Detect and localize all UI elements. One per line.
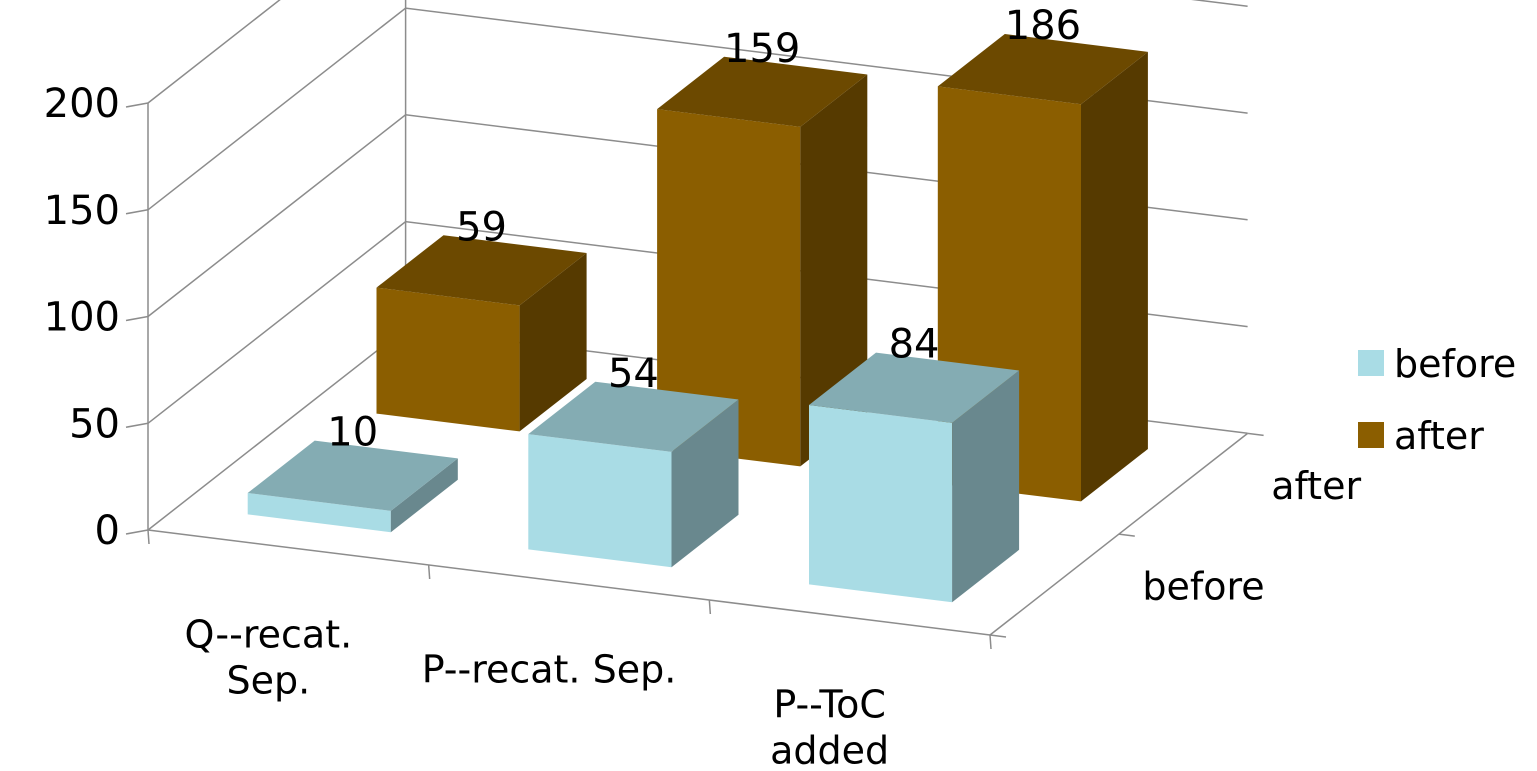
legend: before after bbox=[1358, 342, 1516, 458]
bar-before-0 bbox=[247, 440, 458, 533]
bar-side bbox=[671, 399, 739, 568]
bar-after-1 bbox=[657, 56, 868, 467]
bars bbox=[247, 34, 1148, 603]
y-tick bbox=[125, 422, 149, 428]
data-label: 84 bbox=[889, 322, 940, 368]
legend-label: before bbox=[1394, 342, 1516, 386]
depth-tick-label: before bbox=[1142, 565, 1264, 609]
legend-label: after bbox=[1394, 414, 1484, 458]
legend-swatch bbox=[1358, 422, 1384, 448]
y-tick-label: 150 bbox=[44, 188, 120, 234]
x-tick bbox=[427, 564, 431, 580]
bar-front bbox=[528, 434, 672, 568]
bar-front bbox=[376, 287, 520, 432]
bar-top bbox=[809, 352, 1020, 423]
bar-side bbox=[952, 370, 1020, 603]
x-tick-label: P--ToC added bbox=[770, 683, 889, 771]
data-label: 159 bbox=[724, 26, 800, 72]
depth-tick bbox=[1118, 533, 1135, 537]
data-label: 59 bbox=[456, 204, 507, 250]
bar-front bbox=[657, 109, 801, 467]
bar-top bbox=[937, 34, 1148, 105]
bar-side bbox=[519, 253, 587, 432]
bar-side bbox=[1081, 51, 1148, 502]
y-tick-label: 100 bbox=[44, 295, 120, 341]
depth-tick bbox=[989, 634, 1007, 638]
y-tick-label: 200 bbox=[44, 81, 120, 127]
x-tick bbox=[989, 634, 992, 650]
bar-front bbox=[809, 405, 953, 603]
bar-side bbox=[390, 458, 458, 533]
y-tick-label: 0 bbox=[95, 508, 120, 554]
x-tick-label: P--recat. Sep. bbox=[422, 648, 677, 692]
bar-after-0 bbox=[376, 235, 587, 432]
bar-top bbox=[376, 235, 587, 306]
data-label: 54 bbox=[608, 351, 659, 397]
bar-front bbox=[247, 493, 391, 533]
y-tick bbox=[125, 529, 149, 535]
bar-top bbox=[247, 440, 458, 511]
y-tick bbox=[125, 315, 149, 322]
bar-before-1 bbox=[528, 381, 739, 568]
data-label: 186 bbox=[1005, 3, 1081, 49]
x-tick bbox=[708, 599, 712, 615]
y-tick bbox=[125, 209, 149, 215]
x-axis-line bbox=[147, 529, 991, 636]
depth-tick bbox=[1247, 432, 1264, 437]
depth-tick-label: after bbox=[1271, 464, 1361, 508]
bar-top bbox=[528, 381, 739, 452]
data-label: 10 bbox=[327, 410, 378, 456]
gridlines bbox=[125, 0, 1264, 650]
y-tick bbox=[125, 102, 149, 108]
bar-top bbox=[657, 56, 868, 127]
y-tick-label: 50 bbox=[69, 401, 120, 447]
x-tick-label: Q--recat. Sep. bbox=[184, 613, 352, 703]
bar-side bbox=[800, 74, 868, 467]
value-labels: 59 159 186 10 54 84 bbox=[327, 3, 1081, 456]
bar-before-2 bbox=[809, 352, 1020, 603]
x-tick bbox=[147, 529, 150, 545]
gridline bbox=[147, 0, 1248, 104]
legend-swatch bbox=[1358, 350, 1384, 376]
